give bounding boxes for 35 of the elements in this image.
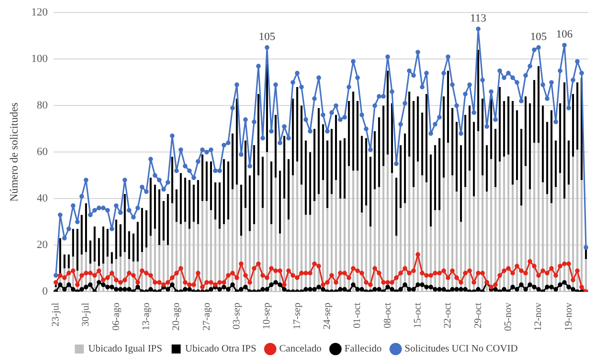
x-tick-label: 30-jul: [80, 302, 92, 327]
x-tick-label: 12-nov: [533, 302, 544, 332]
legend-label: Cancelado: [279, 344, 322, 355]
y-tick-label: 100: [31, 53, 48, 65]
y-axis-title: Número de solicitudes: [8, 102, 20, 202]
data-label: 105: [530, 30, 548, 43]
x-tick-label: 29-oct: [472, 302, 484, 328]
x-tick-label: 01-oct: [352, 302, 364, 328]
x-tick-label: 27-ago: [201, 302, 212, 330]
x-tick-label: 22-oct: [442, 302, 454, 328]
x-tick-label: 15-oct: [412, 302, 424, 328]
y-tick-label: 40: [36, 192, 48, 205]
data-label: 106: [556, 28, 574, 41]
y-tick-label: 60: [36, 146, 48, 158]
x-tick-label: 23-jul: [50, 302, 62, 327]
x-tick-label: 17-sep: [292, 302, 303, 330]
x-tick-label: 10-sep: [262, 302, 273, 330]
x-tick-label: 05-nov: [503, 302, 514, 332]
y-tick-label: 80: [36, 100, 48, 112]
legend-label: Fallecido: [344, 344, 382, 355]
x-tick-label: 24-sep: [322, 302, 333, 330]
x-tick-label: 08-oct: [382, 302, 394, 328]
data-label: 105: [258, 30, 276, 43]
data-label: 113: [470, 12, 487, 24]
x-tick-label: 13-ago: [140, 302, 152, 330]
legend-label: Solicitudes UCI No COVID: [404, 344, 518, 355]
legend-label: Ubicado Otra IPS: [185, 344, 256, 355]
y-tick-label: 0: [42, 286, 48, 298]
legend-label: Ubicado Igual IPS: [88, 344, 162, 355]
x-tick-label: 20-ago: [171, 302, 182, 330]
x-tick-label: 06-ago: [110, 302, 122, 330]
x-tick-label: 03-sep: [231, 302, 242, 330]
y-tick-label: 120: [31, 6, 48, 18]
y-tick-label: 20: [36, 239, 48, 252]
x-tick-label: 19-nov: [563, 302, 574, 332]
